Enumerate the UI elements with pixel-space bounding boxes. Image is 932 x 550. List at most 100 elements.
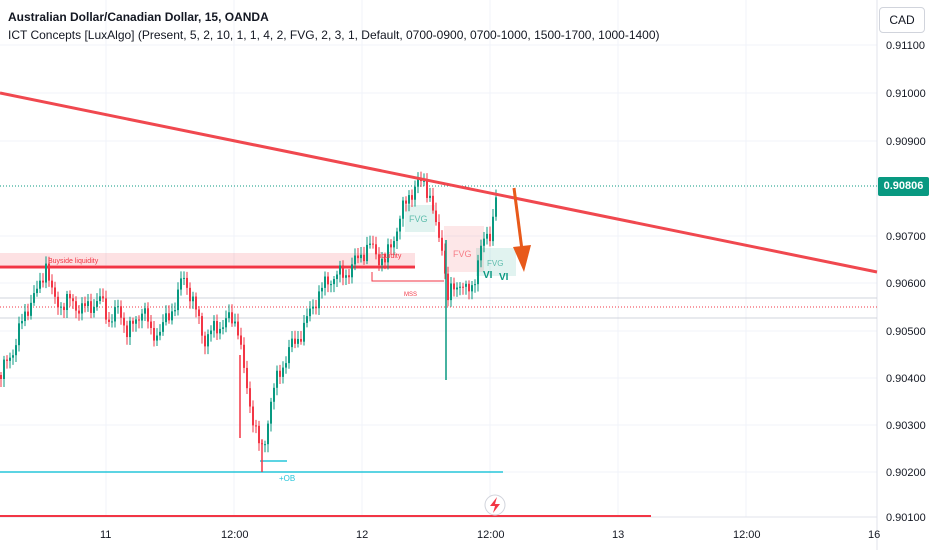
candle-body (327, 276, 329, 285)
candle-body (414, 186, 416, 200)
candle-body (114, 307, 116, 322)
candle-body (264, 444, 266, 446)
candle-body (111, 321, 113, 323)
vi-label-2: VI (499, 272, 509, 283)
time-axis[interactable]: 11 12:00 12 12:00 13 12:00 16 (100, 529, 880, 541)
candle-body (213, 321, 215, 331)
candle-body (306, 316, 308, 323)
lightning-icon[interactable] (484, 494, 506, 516)
candle-body (48, 263, 50, 281)
candle-body (339, 265, 341, 275)
candle-body (117, 306, 119, 308)
candle-body (342, 265, 344, 278)
candle-body (78, 310, 80, 314)
candle-body (393, 241, 395, 248)
candle-body (225, 318, 227, 328)
x-tick: 12:00 (477, 529, 505, 541)
candle-body (255, 425, 257, 427)
x-tick: 12 (356, 529, 368, 541)
candle-body (258, 425, 260, 444)
candle-body (63, 306, 65, 311)
candle-body (282, 367, 284, 377)
y-tick: 0.90100 (886, 512, 926, 524)
candle-body (423, 180, 425, 182)
candle-body (426, 180, 428, 198)
candle-body (66, 293, 68, 311)
y-tick: 0.90900 (886, 136, 926, 148)
candle-body (129, 320, 131, 338)
candle-body (195, 296, 197, 310)
candle-body (303, 322, 305, 342)
candle-body (210, 330, 212, 335)
trendline (0, 91, 878, 274)
symbol-title[interactable]: Australian Dollar/Canadian Dollar, 15, O… (8, 10, 269, 24)
candle-body (384, 258, 386, 263)
candle-body (69, 293, 71, 299)
price-axis[interactable]: 0.91100 0.91000 0.90900 0.90700 0.90600 … (886, 40, 926, 524)
candle-body (12, 355, 14, 358)
candle-body (99, 296, 101, 302)
candle-body (246, 367, 248, 389)
candle-body (228, 312, 230, 319)
candle-body (477, 260, 479, 285)
candle-body (480, 245, 482, 261)
candle-body (336, 274, 338, 280)
grid (0, 0, 877, 517)
candle-body (330, 284, 332, 286)
candle-body (354, 255, 356, 265)
candle-body (120, 306, 122, 318)
candle-body (75, 301, 77, 311)
candle-body (162, 322, 164, 332)
fvg-zone-2 (476, 248, 516, 276)
y-tick: 0.90200 (886, 467, 926, 479)
buyside-liquidity-label-2: liquidity (378, 253, 402, 260)
candle-body (60, 306, 62, 308)
candle-body (333, 279, 335, 285)
candle-body (201, 316, 203, 336)
candle-body (192, 296, 194, 302)
candle-body (36, 288, 38, 294)
candle-body (309, 308, 311, 317)
candle-body (405, 200, 407, 204)
currency-button[interactable]: CAD (879, 7, 925, 33)
candle-body (369, 243, 371, 245)
candle-body (84, 303, 86, 306)
candle-body (177, 289, 179, 311)
candle-body (438, 222, 440, 238)
candle-body (234, 321, 236, 324)
candle-body (381, 258, 383, 266)
candle-body (105, 298, 107, 320)
candle-body (252, 406, 254, 426)
candle-body (372, 243, 374, 245)
candlesticks (0, 171, 497, 472)
indicator-legend[interactable]: ICT Concepts [LuxAlgo] (Present, 5, 2, 1… (8, 28, 660, 42)
candle-body (72, 298, 74, 302)
candle-body (3, 359, 5, 379)
candle-body (444, 250, 446, 274)
candle-body (51, 280, 53, 288)
candle-body (156, 335, 158, 341)
candle-body (102, 296, 104, 299)
candle-body (54, 287, 56, 297)
candle-body (468, 283, 470, 292)
candle-body (57, 296, 59, 308)
candle-body (18, 323, 20, 346)
ob-label: +OB (279, 474, 295, 483)
candle-body (399, 218, 401, 232)
candle-body (222, 327, 224, 329)
candle-body (183, 277, 185, 279)
candle-body (87, 301, 89, 306)
candle-body (267, 423, 269, 445)
candle-body (417, 178, 419, 187)
candle-body (132, 320, 134, 324)
fvg-label-2: FVG (453, 249, 472, 259)
candle-body (495, 197, 497, 217)
x-tick: 12:00 (733, 529, 761, 541)
candle-body (123, 317, 125, 326)
candle-body (363, 254, 365, 262)
candle-body (237, 321, 239, 336)
candle-body (186, 277, 188, 288)
fvg-label-1: FVG (409, 214, 428, 224)
candle-body (45, 263, 47, 283)
